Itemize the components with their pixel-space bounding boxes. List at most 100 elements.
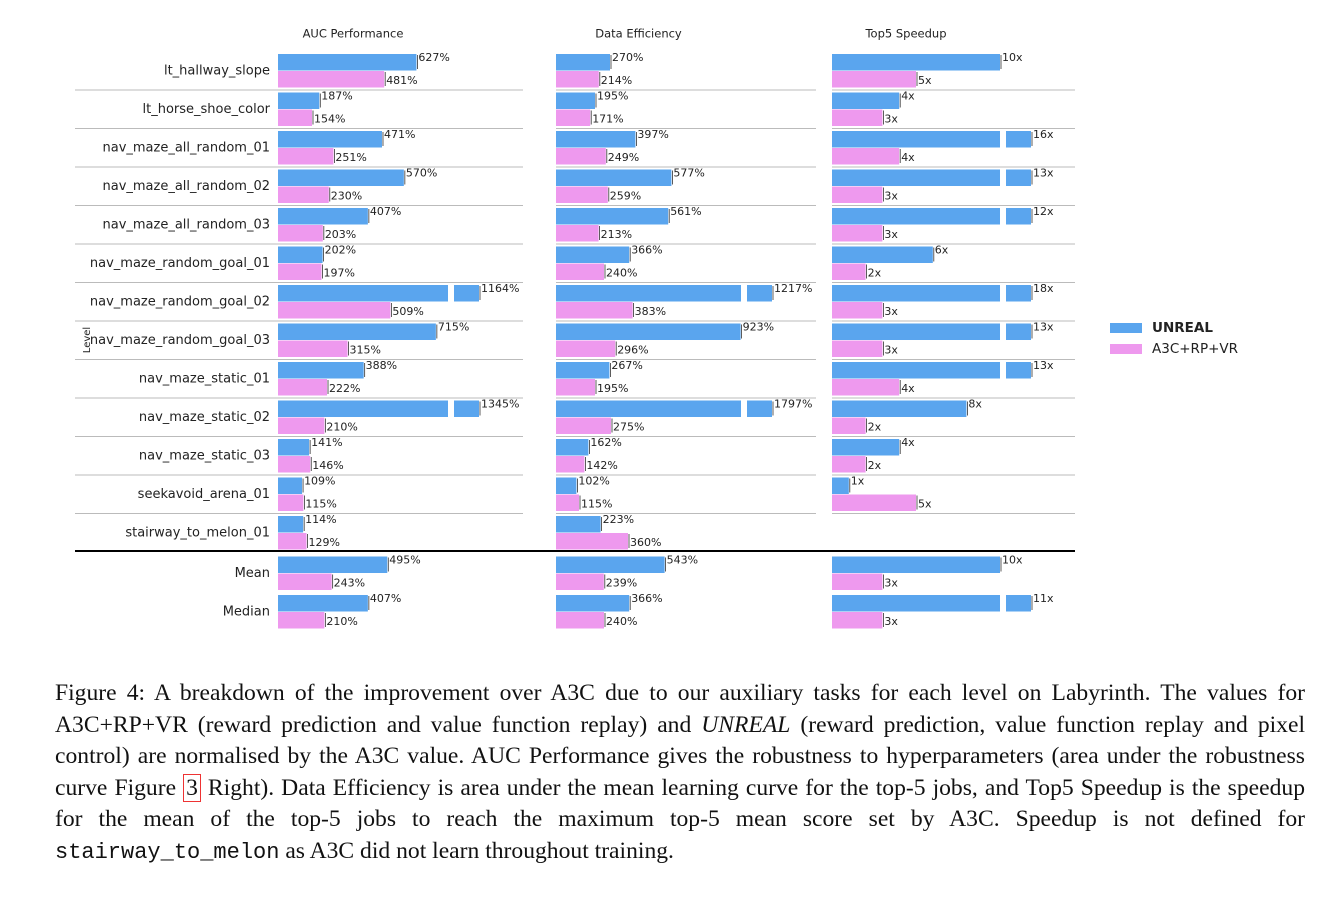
caption-label: Figure 4: xyxy=(55,680,146,706)
bar xyxy=(278,302,391,319)
value-label: 202% xyxy=(325,244,356,257)
bar xyxy=(832,417,866,434)
bar xyxy=(278,71,385,88)
bar xyxy=(278,285,448,302)
value-label: 366% xyxy=(631,244,662,257)
bar xyxy=(278,131,382,148)
value-label: 114% xyxy=(305,513,336,526)
value-label: 388% xyxy=(366,359,397,372)
category-label: nav_maze_static_03 xyxy=(139,449,270,464)
value-label: 4x xyxy=(901,382,915,395)
bar xyxy=(556,225,599,242)
value-label: 543% xyxy=(667,554,698,567)
caption: Figure 4: A breakdown of the improvement… xyxy=(55,678,1305,869)
category-label: nav_maze_all_random_03 xyxy=(102,218,270,233)
bar xyxy=(278,323,436,340)
value-label: 10x xyxy=(1002,51,1023,64)
category-label: nav_maze_static_01 xyxy=(139,372,270,387)
bar xyxy=(556,285,741,302)
value-label: 222% xyxy=(329,382,360,395)
bar xyxy=(556,595,630,612)
category-label: lt_horse_shoe_color xyxy=(143,102,271,117)
bar xyxy=(278,494,304,511)
value-label: 3x xyxy=(884,228,898,241)
value-label: 3x xyxy=(884,305,898,318)
value-label: 203% xyxy=(325,228,356,241)
value-label: 366% xyxy=(631,592,662,605)
value-label: 4x xyxy=(901,436,915,449)
value-label: 210% xyxy=(326,421,357,434)
value-label: 223% xyxy=(603,513,634,526)
value-label: 315% xyxy=(350,344,381,357)
bar xyxy=(832,340,883,357)
bar xyxy=(832,246,933,263)
bar xyxy=(278,439,310,456)
value-label: 1345% xyxy=(481,398,519,411)
value-label: 13x xyxy=(1033,359,1054,372)
bar xyxy=(556,439,589,456)
value-label: 509% xyxy=(392,305,423,318)
bar xyxy=(278,362,364,379)
value-label: 3x xyxy=(884,577,898,590)
bar xyxy=(832,323,1000,340)
bar xyxy=(556,477,577,494)
bar xyxy=(832,131,1000,148)
bar xyxy=(832,169,1000,186)
bar xyxy=(278,169,404,186)
bar xyxy=(556,148,606,165)
figure-ref[interactable]: 3 xyxy=(183,773,201,802)
caption-code: stairway_to_melon xyxy=(55,839,280,865)
bar xyxy=(278,573,332,590)
legend-label: A3C+RP+VR xyxy=(1152,341,1238,357)
value-label: 481% xyxy=(386,74,417,87)
bar xyxy=(278,148,334,165)
value-label: 16x xyxy=(1033,128,1054,141)
bar xyxy=(278,417,325,434)
value-label: 715% xyxy=(438,321,469,334)
value-label: 109% xyxy=(304,475,335,488)
value-label: 141% xyxy=(311,436,342,449)
value-label: 146% xyxy=(312,459,343,472)
value-label: 561% xyxy=(670,205,701,218)
value-label: 187% xyxy=(321,90,352,103)
value-label: 18x xyxy=(1033,282,1054,295)
bar-break xyxy=(1006,169,1031,186)
bar xyxy=(832,225,883,242)
value-label: 10x xyxy=(1002,554,1023,567)
bar xyxy=(832,400,967,417)
bar xyxy=(278,263,322,280)
bar xyxy=(278,400,448,417)
bar-break xyxy=(454,285,479,302)
caption-text: as A3C did not learn throughout training… xyxy=(279,837,674,864)
value-label: 142% xyxy=(586,459,617,472)
value-label: 243% xyxy=(334,577,365,590)
bar xyxy=(556,109,591,126)
bar xyxy=(832,439,900,456)
bar xyxy=(832,54,1000,71)
bar xyxy=(832,379,900,396)
category-label: nav_maze_all_random_02 xyxy=(102,179,270,194)
category-label: nav_maze_random_goal_02 xyxy=(90,295,270,310)
bar xyxy=(278,379,328,396)
panel-title: Top5 Speedup xyxy=(864,27,946,41)
panel-title: AUC Performance xyxy=(303,27,404,41)
bar-break xyxy=(1006,285,1031,302)
value-label: 4x xyxy=(901,90,915,103)
bar xyxy=(832,109,883,126)
value-label: 6x xyxy=(935,244,949,257)
bar-break xyxy=(1006,208,1031,225)
value-label: 259% xyxy=(610,190,641,203)
value-label: 195% xyxy=(597,382,628,395)
value-label: 249% xyxy=(608,151,639,164)
caption-emphasis: UNREAL xyxy=(701,711,791,738)
bar-break xyxy=(1006,362,1031,379)
value-label: 1797% xyxy=(774,398,812,411)
bar xyxy=(556,208,669,225)
bar xyxy=(278,595,368,612)
y-axis-label: Level xyxy=(82,327,93,353)
value-label: 570% xyxy=(406,167,437,180)
bar xyxy=(556,54,610,71)
value-label: 1217% xyxy=(774,282,812,295)
value-label: 3x xyxy=(884,190,898,203)
